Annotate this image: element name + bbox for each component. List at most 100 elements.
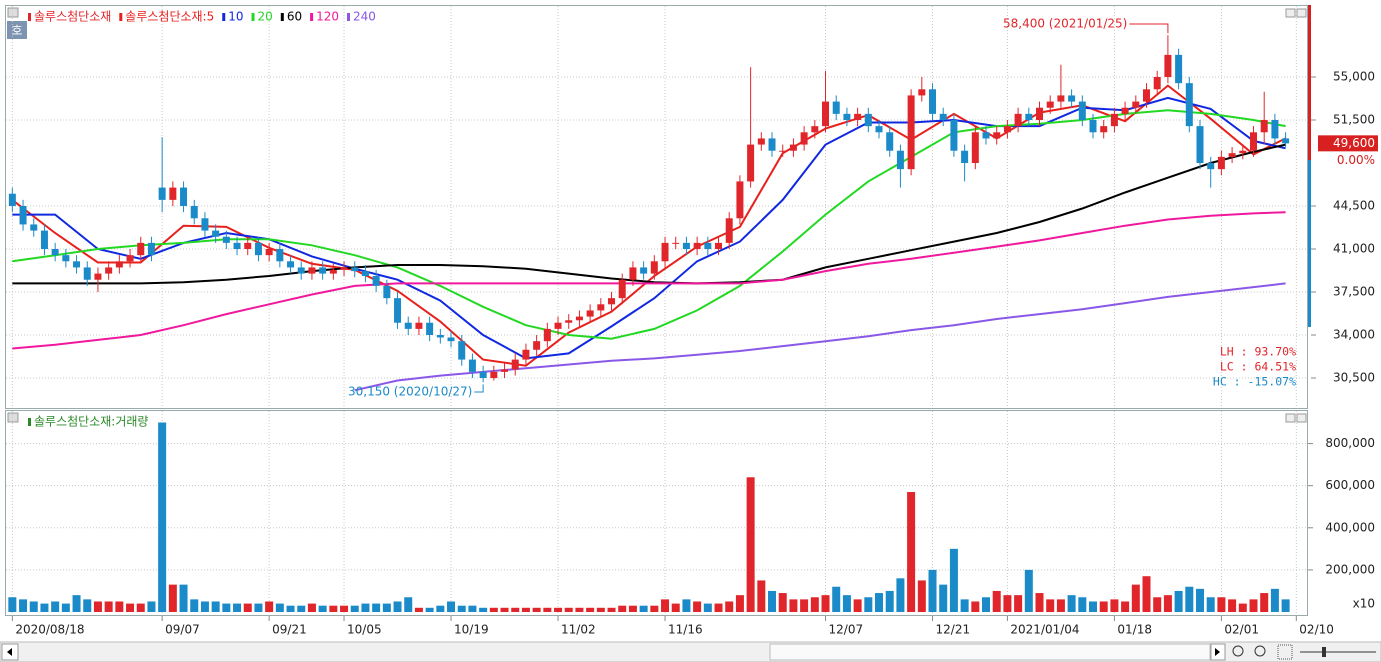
candle-body: [458, 341, 466, 360]
candle-body: [372, 276, 380, 286]
volume-bar: [1238, 603, 1247, 612]
x-tick-label: 02/01: [1224, 623, 1259, 637]
panel-icon[interactable]: [7, 412, 19, 423]
candle-body: [222, 236, 230, 243]
volume-bar: [1249, 599, 1258, 612]
toolbar-button[interactable]: [7, 21, 27, 39]
volume-bar: [532, 607, 541, 612]
candle-body: [929, 89, 937, 114]
candle-body: [490, 371, 498, 379]
volume-bar: [307, 603, 316, 612]
candle-body: [51, 249, 59, 256]
candle-body: [672, 242, 680, 244]
annotation: 30,150 (2020/10/27): [348, 385, 472, 399]
candle-body: [854, 113, 862, 121]
volume-bar: [190, 599, 199, 612]
candle-body: [1239, 150, 1247, 154]
candle-body: [1110, 113, 1118, 127]
candle-body: [340, 267, 348, 270]
volume-bar: [168, 584, 177, 612]
panel-close-button[interactable]: [1296, 8, 1307, 18]
volume-bar: [810, 597, 819, 612]
candle-body: [351, 267, 359, 272]
volume-bar: [682, 599, 691, 612]
candle-body: [233, 242, 241, 250]
legend-label: 240: [353, 10, 376, 24]
x-tick-label: 02/10: [1299, 623, 1334, 637]
last-price-box: [1318, 135, 1378, 152]
panel-icon[interactable]: [7, 7, 19, 18]
candle-body: [682, 242, 690, 250]
volume-bar: [500, 607, 509, 612]
candle-body: [618, 279, 626, 299]
y-tick-label: 41,000: [1333, 242, 1375, 256]
panel-max-button[interactable]: [1285, 8, 1296, 18]
annotation-leader: [1129, 23, 1169, 34]
scroll-thumb[interactable]: [769, 643, 1211, 661]
volume-bar: [521, 607, 530, 612]
candle-body: [1100, 126, 1108, 133]
candle-body: [62, 255, 70, 262]
candle-body: [629, 267, 637, 280]
candle-body: [190, 206, 198, 219]
legend-label: 120: [316, 10, 339, 24]
panel-max-button[interactable]: [1285, 413, 1296, 423]
volume-bar: [618, 605, 627, 612]
candle-body: [158, 187, 166, 200]
toolbar-button-label[interactable]: 호: [11, 24, 22, 38]
fit-button[interactable]: [1277, 644, 1293, 660]
legend-label: 솔루스첨단소재: [34, 10, 111, 24]
zoom-in[interactable]: [1254, 645, 1266, 657]
y-tick-label: 400,000: [1325, 520, 1375, 534]
candle-body: [939, 113, 947, 121]
candle-body: [1068, 95, 1076, 102]
volume-bar: [126, 603, 135, 612]
candle-body: [383, 285, 391, 299]
volume-bar: [254, 603, 263, 612]
volume-bar: [714, 603, 723, 612]
candle-body: [1164, 54, 1172, 77]
panel-close-button[interactable]: [1296, 413, 1307, 423]
candle-body: [736, 181, 744, 219]
volume-bar: [83, 599, 92, 612]
candle-body: [533, 341, 541, 350]
volume-bar: [393, 601, 402, 612]
volume-bar: [104, 601, 113, 612]
volume-bar: [479, 607, 488, 612]
y-tick-label: 200,000: [1325, 562, 1375, 576]
volume-bar: [372, 603, 381, 612]
candle-body: [543, 328, 551, 342]
volume-bar: [1270, 588, 1279, 612]
volume-bar: [1185, 586, 1194, 612]
candle-body: [565, 320, 573, 323]
candle-body: [1250, 132, 1258, 151]
zoom-out[interactable]: [1232, 645, 1244, 657]
candle-body: [575, 316, 583, 321]
volume-bar: [318, 605, 327, 612]
candle-body: [1153, 76, 1161, 90]
volume-bar: [693, 601, 702, 612]
x-tick-label: 10/05: [347, 623, 382, 637]
x-tick-label: 10/19: [454, 623, 489, 637]
range-bar-up: [1308, 5, 1311, 160]
candle-body: [468, 359, 476, 372]
y-tick-label: 600,000: [1325, 478, 1375, 492]
x-tick-label: 12/21: [936, 623, 971, 637]
stat-label: LC : 64.51%: [1220, 360, 1296, 374]
legend-label: 60: [287, 10, 302, 24]
annotation: 58,400 (2021/01/25): [1003, 17, 1127, 31]
candle-body: [757, 138, 765, 145]
volume-bar: [1153, 597, 1162, 612]
candle-body: [415, 322, 423, 329]
volume-bar: [297, 605, 306, 612]
volume-bar: [735, 595, 744, 612]
stat-label: HC : -15.07%: [1213, 375, 1296, 389]
volume-bar: [757, 580, 766, 612]
candle-body: [1143, 89, 1151, 102]
candle-body: [115, 261, 123, 268]
moving-average-line: [354, 282, 1286, 392]
zoom-handle[interactable]: [1322, 647, 1326, 657]
volume-bar: [607, 607, 616, 612]
